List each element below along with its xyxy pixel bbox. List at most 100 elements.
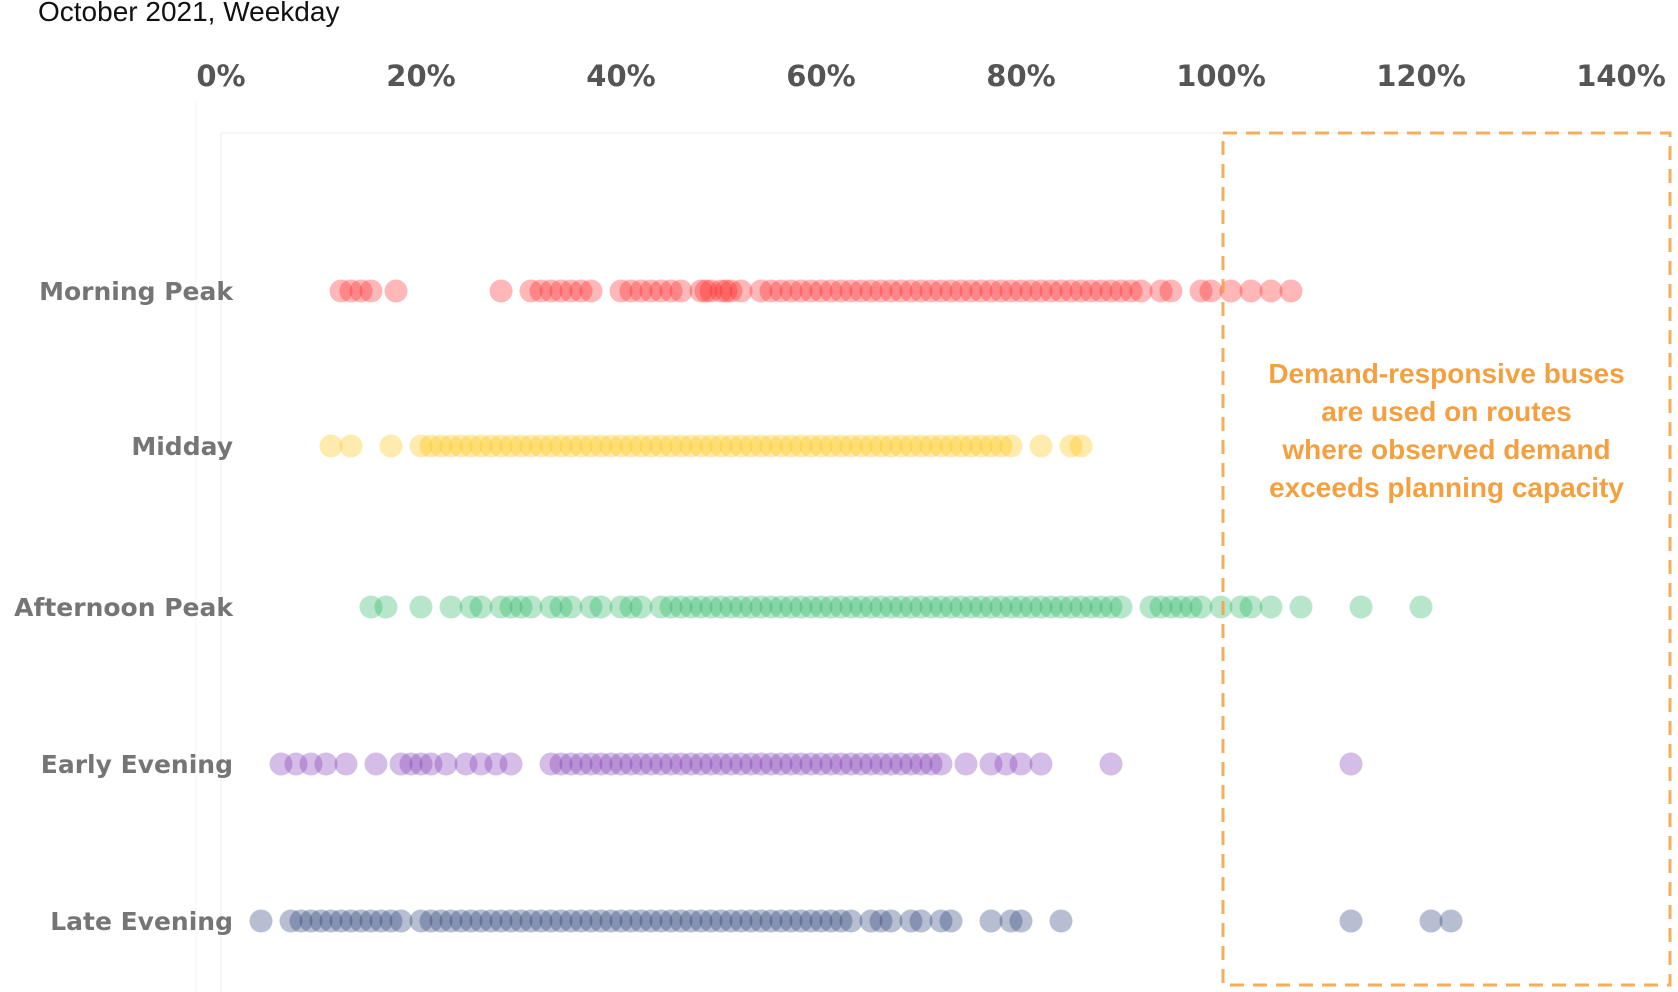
data-point — [939, 434, 963, 458]
data-point — [699, 909, 723, 933]
data-point — [409, 434, 433, 458]
data-point — [1139, 595, 1163, 619]
data-point — [339, 279, 363, 303]
data-point — [589, 752, 613, 776]
data-point — [759, 279, 783, 303]
data-point — [859, 909, 883, 933]
data-point — [659, 909, 683, 933]
data-point — [809, 752, 833, 776]
data-point — [679, 434, 703, 458]
data-point — [689, 434, 713, 458]
data-point — [1059, 595, 1083, 619]
data-point — [529, 434, 553, 458]
data-point — [869, 595, 893, 619]
data-point — [599, 434, 623, 458]
data-point — [339, 909, 363, 933]
data-point — [739, 752, 763, 776]
data-point — [714, 279, 738, 303]
x-axis-ticks: 0% 20% 40% 60% 80% 100% 120% 140% — [196, 59, 1665, 93]
data-point — [619, 595, 643, 619]
data-point — [419, 909, 443, 933]
data-point — [759, 434, 783, 458]
data-point — [999, 434, 1023, 458]
data-point — [929, 595, 953, 619]
data-point — [759, 595, 783, 619]
data-point — [899, 595, 923, 619]
data-point — [509, 595, 533, 619]
data-point — [669, 909, 693, 933]
data-point — [469, 595, 493, 619]
data-point — [569, 909, 593, 933]
data-point — [609, 279, 633, 303]
data-point — [819, 279, 843, 303]
data-point — [1029, 752, 1053, 776]
data-point — [1049, 909, 1073, 933]
data-point — [1009, 595, 1033, 619]
data-point — [869, 434, 893, 458]
chart-axes — [195, 100, 1670, 992]
data-point — [739, 909, 763, 933]
data-point — [329, 279, 353, 303]
data-point — [569, 434, 593, 458]
data-point — [819, 595, 843, 619]
data-point — [899, 909, 923, 933]
data-point — [579, 752, 603, 776]
data-point — [1009, 752, 1033, 776]
data-point — [1179, 595, 1203, 619]
data-point — [384, 279, 408, 303]
data-point — [639, 909, 663, 933]
data-point — [979, 434, 1003, 458]
data-point — [479, 909, 503, 933]
data-point — [1099, 279, 1123, 303]
data-point — [809, 595, 833, 619]
data-point — [389, 752, 413, 776]
data-point — [749, 434, 773, 458]
data-point — [589, 595, 613, 619]
data-point — [899, 434, 923, 458]
data-point — [679, 752, 703, 776]
data-point — [679, 595, 703, 619]
data-point — [749, 279, 773, 303]
x-tick-label: 20% — [386, 59, 455, 93]
data-point — [359, 595, 383, 619]
data-point — [1149, 279, 1173, 303]
data-point — [379, 909, 403, 933]
data-point — [439, 434, 463, 458]
data-point — [539, 595, 563, 619]
data-point — [559, 279, 583, 303]
data-point — [649, 595, 673, 619]
data-point — [1349, 595, 1373, 619]
data-point — [579, 279, 603, 303]
data-point — [849, 434, 873, 458]
data-point — [889, 595, 913, 619]
data-point — [769, 909, 793, 933]
capacity-threshold-box — [1221, 131, 1672, 987]
data-point — [649, 434, 673, 458]
data-point — [539, 434, 563, 458]
data-point — [374, 595, 398, 619]
data-point — [889, 434, 913, 458]
data-point — [334, 752, 358, 776]
data-point — [669, 595, 693, 619]
data-point — [269, 752, 293, 776]
data-point — [469, 909, 493, 933]
data-point — [829, 909, 853, 933]
data-point — [1049, 595, 1073, 619]
data-point — [1119, 279, 1143, 303]
data-point — [719, 595, 743, 619]
data-point — [1239, 595, 1263, 619]
data-point — [509, 909, 533, 933]
data-point — [509, 434, 533, 458]
data-point — [869, 279, 893, 303]
data-point — [339, 434, 363, 458]
data-point — [729, 595, 753, 619]
data-point — [349, 909, 373, 933]
data-point — [989, 595, 1013, 619]
callout-text-line: exceeds planning capacity — [1269, 472, 1624, 503]
data-point — [579, 909, 603, 933]
data-point — [839, 909, 863, 933]
data-point — [799, 752, 823, 776]
x-tick-label: 40% — [586, 59, 655, 93]
data-point — [909, 909, 933, 933]
data-point — [299, 752, 323, 776]
